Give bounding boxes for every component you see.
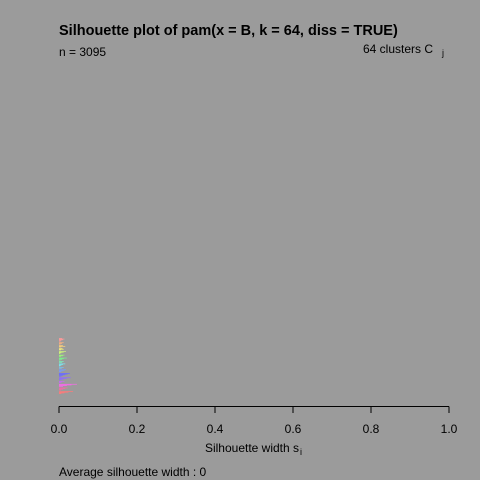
clusters-label-subscript: j: [441, 48, 444, 58]
x-axis-label-subscript: i: [300, 447, 302, 457]
silhouette-bar: [59, 344, 61, 345]
x-tick-label: 0.0: [51, 422, 68, 436]
silhouette-bar: [59, 392, 68, 393]
silhouette-bar: [59, 364, 63, 365]
silhouette-bar: [59, 366, 60, 367]
silhouette-bar: [59, 381, 64, 382]
silhouette-bar: [59, 347, 61, 348]
silhouette-bars: [59, 338, 77, 394]
silhouette-bar: [59, 385, 67, 386]
x-tick-label: 0.8: [363, 422, 380, 436]
silhouette-bar: [59, 374, 65, 375]
silhouette-bar: [59, 388, 65, 389]
x-tick-label: 0.2: [129, 422, 146, 436]
silhouette-bar: [59, 391, 73, 392]
x-axis-ticks: 0.0 0.2 0.4 0.6 0.8 1.0: [51, 407, 458, 437]
silhouette-bar: [59, 358, 64, 359]
silhouette-bar: [59, 340, 61, 341]
silhouette-bar: [59, 356, 61, 357]
clusters-label: 64 clusters C: [363, 42, 433, 56]
silhouette-bar: [59, 379, 64, 380]
silhouette-bar: [59, 361, 64, 362]
silhouette-bar: [59, 370, 64, 371]
silhouette-bar: [59, 382, 62, 383]
silhouette-bar: [59, 377, 71, 378]
silhouette-bar: [59, 385, 71, 386]
silhouette-bar: [59, 393, 64, 394]
silhouette-bar: [59, 386, 63, 387]
x-tick-label: 1.0: [441, 422, 458, 436]
silhouette-bar: [59, 393, 61, 394]
silhouette-bar: [59, 362, 62, 363]
x-axis-label: Silhouette width s: [205, 441, 299, 455]
silhouette-bar: [59, 353, 61, 354]
silhouette-bar: [59, 390, 61, 391]
x-tick-label: 0.6: [285, 422, 302, 436]
silhouette-bar: [59, 373, 70, 374]
silhouette-bar: [59, 352, 64, 353]
silhouette-bar: [59, 371, 63, 372]
silhouette-bar: [59, 388, 68, 389]
silhouette-bar: [59, 368, 62, 369]
silhouette-bar: [59, 353, 60, 354]
silhouette-bar: [59, 349, 64, 350]
silhouette-bar: [59, 369, 66, 370]
silhouette-bar: [59, 355, 63, 356]
chart-title: Silhouette plot of pam(x = B, k = 64, di…: [59, 23, 398, 39]
silhouette-bar: [59, 367, 64, 368]
silhouette-bar: [59, 345, 63, 346]
silhouette-bar: [59, 384, 77, 385]
silhouette-bar: [59, 350, 61, 351]
silhouette-bar: [59, 376, 61, 377]
silhouette-bar: [59, 374, 68, 375]
silhouette-bar: [59, 339, 63, 340]
silhouette-bar: [59, 348, 63, 349]
silhouette-bar: [59, 341, 61, 342]
x-tick-label: 0.4: [207, 422, 224, 436]
silhouette-bar: [59, 378, 67, 379]
average-silhouette-width: Average silhouette width : 0: [59, 465, 207, 479]
n-label: n = 3095: [59, 45, 106, 59]
silhouette-bar: [59, 342, 64, 343]
silhouette-bar: [59, 338, 62, 339]
silhouette-bar: [59, 364, 65, 365]
silhouette-bar: [59, 358, 67, 359]
silhouette-bar: [59, 379, 61, 380]
silhouette-bar: [59, 360, 61, 361]
silhouette-bar: [59, 389, 63, 390]
silhouette-bar: [59, 365, 61, 366]
silhouette-bar: [59, 343, 62, 344]
silhouette-bar: [59, 355, 64, 356]
silhouette-bar: [59, 351, 66, 352]
silhouette-bar: [59, 382, 61, 383]
silhouette-bar: [59, 346, 65, 347]
silhouette-bar: [59, 339, 64, 340]
silhouette-bar: [59, 371, 61, 372]
silhouette-bar: [59, 375, 63, 376]
silhouette-bar: [59, 359, 62, 360]
